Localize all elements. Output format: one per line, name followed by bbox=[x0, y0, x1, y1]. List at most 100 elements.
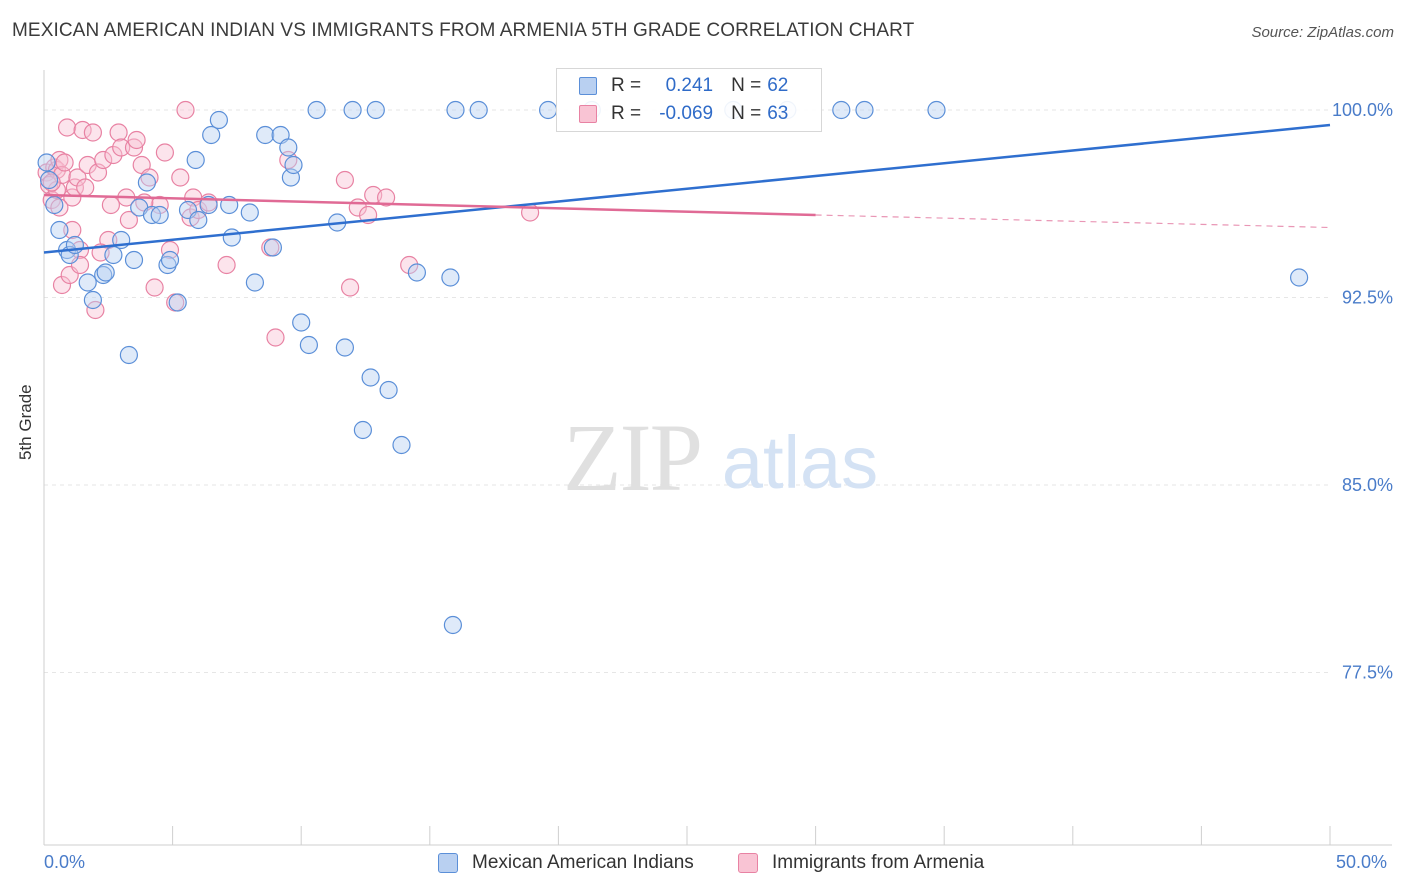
pink-point bbox=[279, 150, 298, 170]
chart-title: MEXICAN AMERICAN INDIAN VS IMMIGRANTS FR… bbox=[12, 20, 915, 41]
blue-point bbox=[927, 100, 946, 120]
y-tick-label: 100.0% bbox=[1332, 100, 1393, 120]
legend-n-label-pink: N = bbox=[731, 103, 762, 124]
axes bbox=[43, 70, 1392, 846]
blue-point bbox=[832, 100, 851, 120]
legend-n-label-blue: N = bbox=[731, 75, 762, 96]
trend-lines bbox=[43, 123, 1331, 254]
correlation-legend: R = 0.241 N = 62 R = -0.069 N = 63 bbox=[556, 68, 822, 132]
pink-point bbox=[63, 220, 82, 240]
blue-point bbox=[39, 170, 59, 190]
blue-point bbox=[366, 100, 385, 120]
blue-point bbox=[240, 203, 259, 222]
pink-point bbox=[377, 188, 396, 207]
pink-point bbox=[83, 123, 103, 142]
watermark-zip: ZIP bbox=[563, 404, 701, 511]
pink-point bbox=[76, 178, 95, 197]
blue-point bbox=[263, 238, 282, 257]
legend-r-label-pink: R = bbox=[611, 103, 642, 124]
legend-n-value-blue: 62 bbox=[767, 75, 789, 96]
legend-swatch-pink bbox=[579, 105, 597, 123]
blue-point bbox=[855, 100, 874, 120]
blue-point bbox=[292, 313, 311, 332]
watermark: ZIP atlas bbox=[563, 404, 878, 511]
y-axis-title-wrap: 5th Grade bbox=[16, 384, 36, 460]
blue-point bbox=[104, 245, 123, 265]
blue-point bbox=[379, 380, 398, 400]
blue-point bbox=[441, 268, 460, 287]
blue-trend-line bbox=[43, 123, 1331, 254]
pink-point bbox=[101, 195, 121, 215]
x-tick-label-min: 0.0% bbox=[44, 852, 86, 872]
pink-point bbox=[112, 138, 131, 157]
pink-point bbox=[127, 130, 146, 150]
pink-point bbox=[109, 123, 128, 142]
blue-series-points bbox=[37, 100, 1309, 635]
blue-point bbox=[96, 263, 115, 282]
blue-point bbox=[78, 273, 97, 292]
blue-point bbox=[199, 195, 218, 215]
legend-row-pink: R = -0.069 N = 63 bbox=[579, 101, 788, 127]
pink-point bbox=[189, 200, 208, 220]
pink-point bbox=[266, 328, 285, 347]
pink-point bbox=[335, 170, 354, 190]
blue-point bbox=[284, 155, 303, 175]
blue-point bbox=[392, 435, 411, 455]
grid-lines bbox=[44, 109, 1330, 673]
pink-point bbox=[171, 168, 190, 187]
pink-point bbox=[52, 275, 72, 295]
blue-point bbox=[222, 228, 241, 247]
blue-point bbox=[335, 338, 354, 357]
blue-point bbox=[256, 125, 275, 145]
blue-point bbox=[37, 153, 56, 172]
pink-trend-line-extension bbox=[815, 214, 1331, 229]
pink-point bbox=[217, 255, 236, 275]
pink-point bbox=[176, 100, 195, 120]
legend-swatch-blue bbox=[579, 77, 597, 95]
blue-point bbox=[124, 250, 144, 270]
y-tick-label: 92.5% bbox=[1342, 288, 1393, 308]
watermark-atlas: atlas bbox=[722, 421, 878, 504]
series-legend-item-blue: Mexican American Indians bbox=[438, 852, 694, 874]
pink-series-points bbox=[37, 100, 540, 347]
blue-point bbox=[150, 205, 169, 225]
blue-point bbox=[202, 125, 221, 145]
blue-point bbox=[446, 100, 465, 120]
blue-point bbox=[343, 100, 362, 120]
legend-row-blue: R = 0.241 N = 62 bbox=[579, 73, 788, 99]
series-legend: Mexican American Indians Immigrants from… bbox=[0, 852, 1406, 878]
pink-point bbox=[94, 150, 113, 170]
blue-point bbox=[168, 293, 187, 312]
series-legend-swatch-pink bbox=[738, 853, 758, 873]
pink-point bbox=[341, 278, 360, 297]
pink-point bbox=[42, 173, 61, 192]
blue-point bbox=[407, 263, 426, 282]
pink-point bbox=[57, 118, 77, 137]
pink-point bbox=[104, 145, 123, 165]
blue-point bbox=[245, 273, 264, 292]
blue-point bbox=[94, 265, 113, 285]
pink-point bbox=[160, 240, 180, 260]
pink-trend-line bbox=[43, 193, 816, 217]
blue-point bbox=[538, 100, 558, 120]
blue-point bbox=[307, 100, 326, 120]
pink-point bbox=[155, 143, 174, 162]
blue-point bbox=[1289, 268, 1309, 287]
chart-source: Source: ZipAtlas.com bbox=[1251, 24, 1394, 41]
blue-point bbox=[137, 173, 156, 192]
blue-point bbox=[119, 345, 138, 365]
blue-point bbox=[361, 368, 380, 387]
pink-point bbox=[119, 210, 138, 230]
blue-point bbox=[45, 195, 64, 215]
legend-r-label-blue: R = bbox=[611, 75, 642, 96]
pink-point bbox=[150, 195, 169, 215]
legend-r-value-pink: -0.069 bbox=[659, 103, 714, 124]
blue-point bbox=[83, 290, 103, 310]
series-legend-swatch-blue bbox=[438, 853, 458, 873]
legend-n-value-pink: 63 bbox=[767, 103, 789, 124]
pink-point bbox=[50, 198, 69, 217]
blue-point bbox=[142, 205, 162, 225]
y-tick-label: 77.5% bbox=[1342, 663, 1393, 683]
pink-point bbox=[55, 153, 74, 172]
pink-point bbox=[400, 255, 419, 275]
